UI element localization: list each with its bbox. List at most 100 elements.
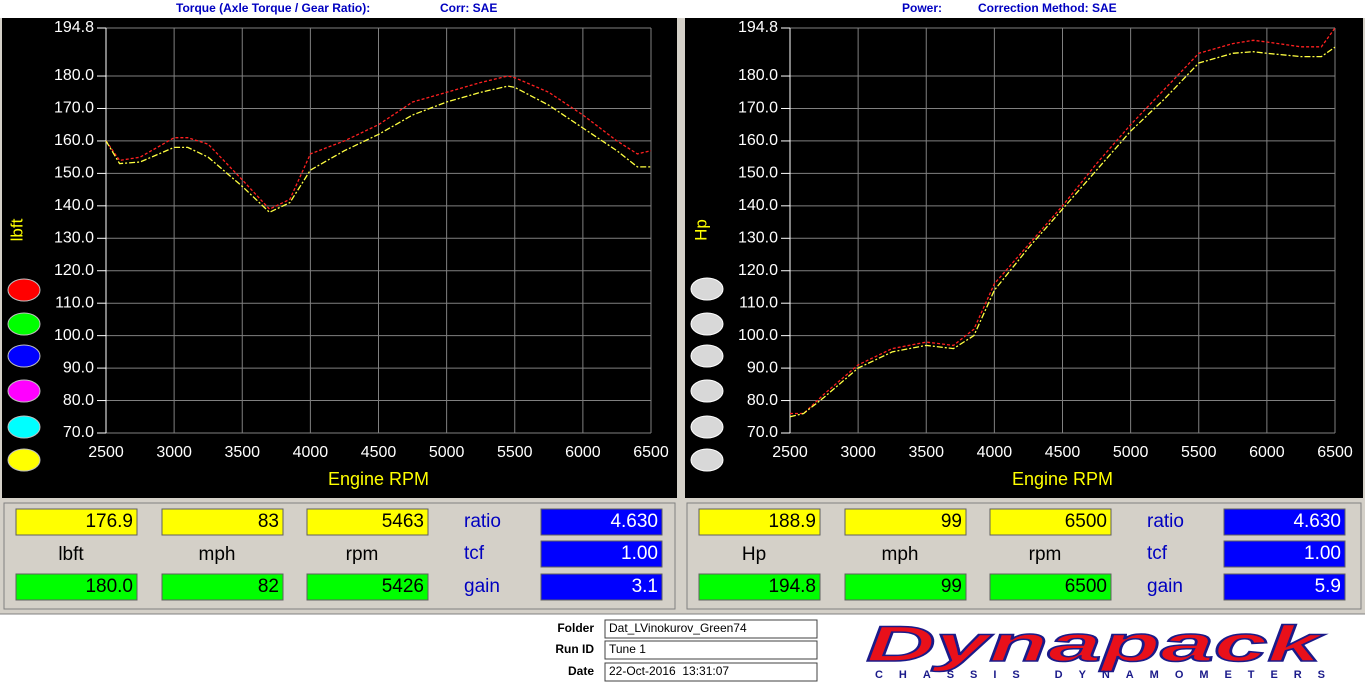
color-button[interactable] xyxy=(7,448,41,472)
x-tick-label: 4000 xyxy=(293,444,329,461)
field-label: Date xyxy=(568,664,594,678)
y-axis-label: lbft xyxy=(7,218,26,241)
field-box xyxy=(604,662,818,682)
y-tick-label: 120.0 xyxy=(738,262,778,279)
field-value: 22-Oct-2016 13:31:07 xyxy=(609,664,729,678)
color-button[interactable] xyxy=(690,415,724,439)
y-axis-label: Hp xyxy=(691,219,710,241)
peak-value: 82 xyxy=(258,576,279,597)
x-tick-label: 4500 xyxy=(361,444,397,461)
y-tick-label: 130.0 xyxy=(54,230,94,247)
param-box xyxy=(540,573,663,601)
chart-title: Power: xyxy=(902,1,942,15)
y-tick-label: 194.8 xyxy=(54,19,94,36)
color-button[interactable] xyxy=(690,312,724,336)
unit-label: mph xyxy=(882,544,919,565)
field-box xyxy=(604,640,818,660)
param-label: gain xyxy=(1147,576,1183,597)
param-value: 5.9 xyxy=(1315,576,1341,597)
x-tick-label: 6000 xyxy=(1249,444,1285,461)
readout-panel xyxy=(686,502,1362,610)
param-value: 1.00 xyxy=(621,543,658,564)
x-axis-label: Engine RPM xyxy=(328,469,429,489)
current-box xyxy=(698,508,821,536)
peak-box xyxy=(15,573,138,601)
x-tick-label: 4500 xyxy=(1045,444,1081,461)
peak-box xyxy=(161,573,284,601)
x-tick-label: 2500 xyxy=(772,444,808,461)
chart-subtitle: Corr: SAE xyxy=(440,1,497,15)
field-label: Folder xyxy=(557,621,594,635)
chart-title: Torque (Axle Torque / Gear Ratio): xyxy=(176,1,370,15)
color-button[interactable] xyxy=(7,379,41,403)
color-button[interactable] xyxy=(7,415,41,439)
color-button[interactable] xyxy=(7,312,41,336)
y-tick-label: 160.0 xyxy=(54,132,94,149)
series-line xyxy=(105,75,652,210)
param-label: tcf xyxy=(1147,543,1168,564)
color-buttons xyxy=(7,277,724,472)
field-value: Tune 1 xyxy=(609,642,646,656)
unit-label: mph xyxy=(199,544,236,565)
x-tick-label: 2500 xyxy=(88,444,124,461)
y-tick-label: 90.0 xyxy=(63,359,94,376)
chart-subtitle: Correction Method: SAE xyxy=(978,1,1117,15)
y-tick-label: 170.0 xyxy=(54,100,94,117)
current-box xyxy=(306,508,429,536)
current-box xyxy=(989,508,1112,536)
readout-panel xyxy=(3,502,676,610)
series-line xyxy=(105,85,651,214)
x-tick-label: 6500 xyxy=(1317,444,1353,461)
y-tick-label: 140.0 xyxy=(54,197,94,214)
param-box xyxy=(1223,540,1346,568)
color-button[interactable] xyxy=(7,344,41,368)
color-button[interactable] xyxy=(7,278,41,302)
y-tick-label: 120.0 xyxy=(54,262,94,279)
param-box xyxy=(1223,508,1346,536)
unit-label: rpm xyxy=(346,544,379,565)
current-value: 176.9 xyxy=(85,511,133,532)
y-tick-label: 70.0 xyxy=(63,424,94,441)
param-box xyxy=(540,508,663,536)
y-tick-label: 140.0 xyxy=(738,197,778,214)
current-box xyxy=(161,508,284,536)
y-tick-label: 150.0 xyxy=(54,165,94,182)
color-button[interactable] xyxy=(690,277,724,301)
y-tick-label: 80.0 xyxy=(63,392,94,409)
field-box xyxy=(604,619,818,639)
peak-value: 180.0 xyxy=(85,576,133,597)
current-value: 83 xyxy=(258,511,279,532)
param-box xyxy=(540,540,663,568)
y-tick-label: 70.0 xyxy=(747,424,778,441)
x-tick-label: 5000 xyxy=(1113,444,1149,461)
y-tick-label: 170.0 xyxy=(738,100,778,117)
peak-box xyxy=(306,573,429,601)
y-tick-label: 100.0 xyxy=(738,327,778,344)
peak-value: 6500 xyxy=(1065,576,1107,597)
param-value: 1.00 xyxy=(1304,543,1341,564)
y-tick-label: 150.0 xyxy=(738,165,778,182)
x-tick-label: 5000 xyxy=(429,444,465,461)
x-tick-label: 3000 xyxy=(156,444,192,461)
x-tick-label: 5500 xyxy=(497,444,533,461)
y-tick-label: 100.0 xyxy=(54,327,94,344)
color-button[interactable] xyxy=(690,344,724,368)
param-box xyxy=(1223,573,1346,601)
peak-box xyxy=(698,573,821,601)
param-label: tcf xyxy=(464,543,485,564)
y-tick-label: 90.0 xyxy=(747,359,778,376)
unit-label: rpm xyxy=(1029,544,1062,565)
peak-value: 5426 xyxy=(382,576,424,597)
x-tick-label: 3000 xyxy=(840,444,876,461)
param-label: gain xyxy=(464,576,500,597)
peak-box xyxy=(989,573,1112,601)
param-label: ratio xyxy=(464,511,501,532)
param-label: ratio xyxy=(1147,511,1184,532)
peak-value: 194.8 xyxy=(768,576,816,597)
current-box xyxy=(15,508,138,536)
field-value: Dat_LVinokurov_Green74 xyxy=(609,621,747,635)
color-button[interactable] xyxy=(690,448,724,472)
param-value: 4.630 xyxy=(1293,511,1341,532)
field-label: Run ID xyxy=(555,642,594,656)
color-button[interactable] xyxy=(690,379,724,403)
